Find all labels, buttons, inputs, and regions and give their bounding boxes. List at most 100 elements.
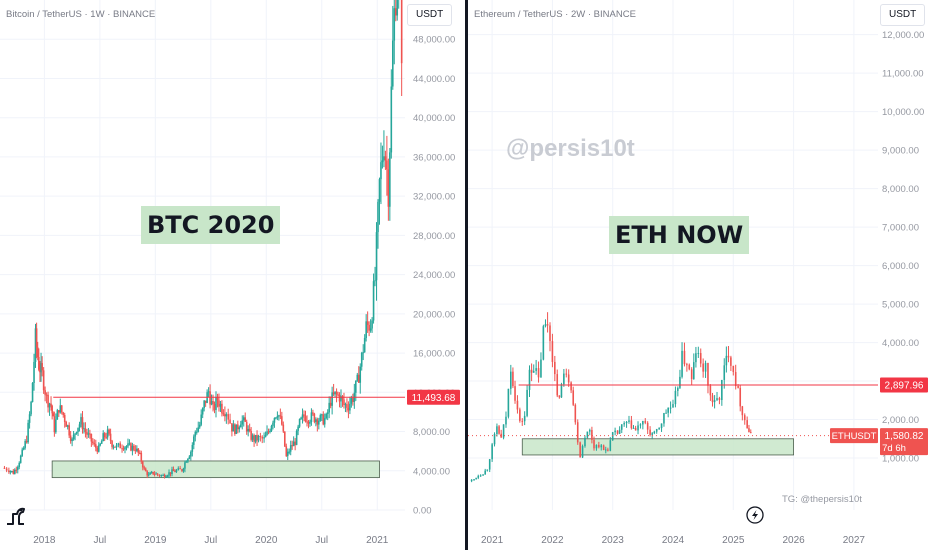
time-axis-tick-label: 2021 [481,535,504,546]
candle-body [44,390,46,395]
candle-body [245,421,248,432]
candle-body [679,376,681,388]
candle-body [227,414,230,420]
candle-body [169,472,172,475]
candle-body [256,434,258,441]
candle-body [45,394,48,396]
candle-body [528,369,531,390]
candle-body [352,398,354,402]
candle-body [259,436,262,438]
candle-body [488,459,491,470]
candle-body [112,446,115,448]
candle-body [36,347,39,357]
candle-body [484,470,486,475]
eth-chart-canvas[interactable]: 1,000.002,000.003,000.004,000.005,000.00… [468,0,932,550]
candle-body [165,476,167,478]
candle-body [607,449,609,451]
candle-body [391,40,394,87]
candle-body [355,380,357,393]
candle-body [182,468,185,472]
time-axis-tick-label: 2025 [722,535,745,546]
btc-chart-panel[interactable]: 0.004,000.008,000.0012,000.0016,000.0020… [0,0,465,550]
candle-body [184,462,186,469]
candle-body [702,363,704,372]
candle-body [362,352,365,354]
candle-body [493,434,496,445]
price-axis-tick-label: 8,000.00 [882,184,919,195]
candle-body [213,403,216,410]
candle-body [637,425,639,431]
candle-body [384,156,387,161]
candle-body [204,400,207,403]
btc-currency-button[interactable]: USDT [407,4,453,26]
candle-body [250,430,252,440]
candle-body [335,391,338,395]
candle-body [298,419,301,427]
candle-body [99,443,102,446]
lightning-icon-circle [746,506,764,524]
candle-body [106,429,109,438]
candle-body [359,366,362,383]
candle-body [190,451,192,457]
level-price-tag [407,389,460,405]
candle-body [291,445,293,447]
candle-body [598,444,600,448]
candle-body [207,391,210,393]
candle-body [34,328,37,362]
candle-body [690,369,693,380]
candle-body [83,428,85,430]
candle-body [470,479,473,482]
candle-body [649,429,651,435]
candle-body [278,415,280,417]
candle-body [128,443,131,445]
candle-body [257,436,260,441]
eth-note-label: ETH NOW [609,216,750,254]
candle-body [704,362,707,372]
candle-body [363,337,366,353]
time-axis-tick-label: 2027 [843,535,866,546]
candle-body [139,452,141,454]
candle-body [743,415,746,421]
candle-body [222,413,225,415]
candle-body [734,372,737,387]
candle-body [81,417,84,430]
btc-chart-canvas[interactable]: 0.004,000.008,000.0012,000.0016,000.0020… [0,0,465,550]
candle-body [486,469,489,471]
candle-body [532,370,535,373]
candle-body [307,421,310,424]
candle-body [663,413,665,424]
candle-body [288,451,291,453]
symbol-name-tag-text: ETHUSDT [832,431,877,442]
candles-group [470,312,752,483]
candle-body [242,417,245,421]
tradingview-logo-icon[interactable] [5,505,27,527]
candle-body [711,395,714,403]
candle-body [628,420,630,422]
candle-body [315,419,317,422]
candle-body [360,352,363,367]
candle-body [13,469,16,474]
candle-body [234,424,236,434]
candle-body [381,160,384,163]
candle-body [350,398,353,404]
candle-body [273,418,276,423]
candle-body [475,477,477,480]
candle-body [22,447,25,450]
candle-body [28,414,31,423]
candle-body [514,386,516,401]
candle-body [171,469,173,475]
candle-body [237,424,239,430]
price-axis-tick-label: 28,000.00 [413,231,455,242]
candle-body [482,474,484,476]
eth-chart-panel[interactable]: 1,000.002,000.003,000.004,000.005,000.00… [468,0,932,550]
candle-body [544,324,547,327]
candle-body [86,431,88,435]
symbol-name-tag [830,428,878,444]
candle-body [172,469,175,472]
candle-body [677,387,679,391]
eth-currency-button[interactable]: USDT [880,4,926,26]
price-axis-tick-label: 48,000.00 [413,35,455,46]
candle-body [12,470,15,474]
candle-body [219,403,222,407]
panel-divider[interactable] [465,0,468,550]
